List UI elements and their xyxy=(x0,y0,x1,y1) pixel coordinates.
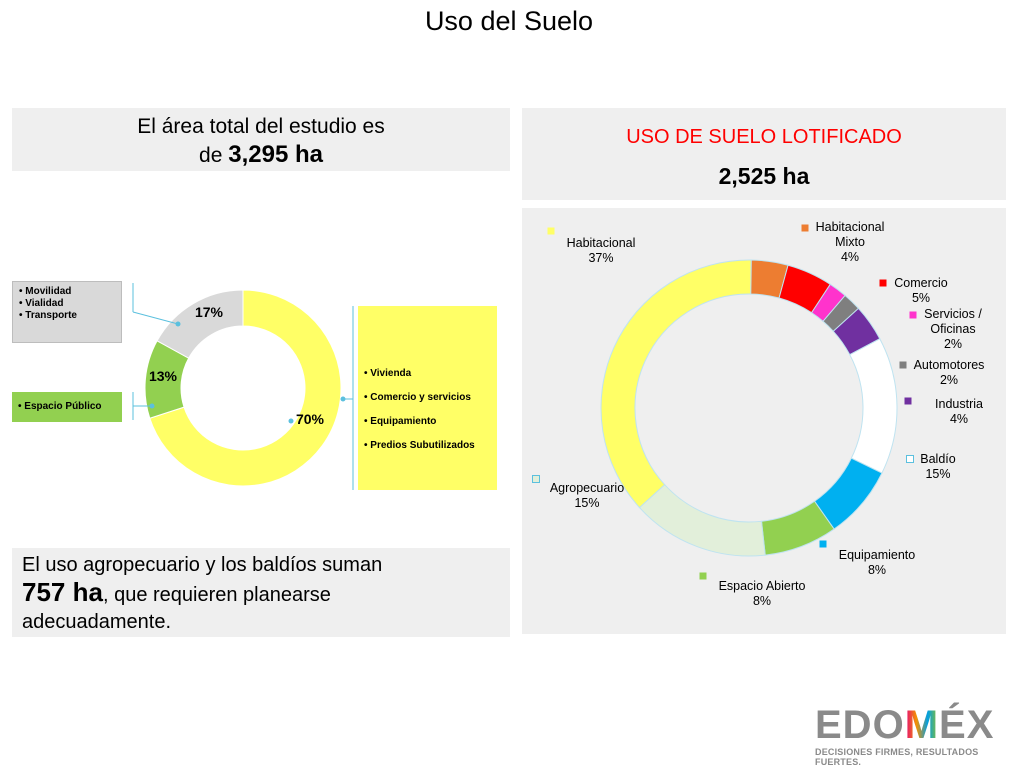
right-donut-labels: Habitacional37%HabitacionalMixto4%Comerc… xyxy=(532,220,985,608)
legend-marker-comercio xyxy=(879,279,887,287)
right-donut-slice-habitacional xyxy=(600,259,752,509)
total-area-box: El área total del estudio es de 3,295 ha xyxy=(12,108,510,171)
legend-item-espacio-publico: • Espacio Público xyxy=(18,401,102,412)
legend-marker-servicios-oficinas xyxy=(909,311,917,319)
bottom-note-box: El uso agropecuario y los baldíos suman … xyxy=(12,548,510,637)
legend-label-baldio: 15% xyxy=(925,467,950,481)
legend-label-habitacional-mixto: 4% xyxy=(841,250,859,264)
bottom-note-line1: El uso agropecuario y los baldíos suman xyxy=(22,554,383,576)
legend-marker-agropecuario xyxy=(532,475,540,483)
legend-label-comercio: Comercio xyxy=(894,276,948,290)
bottom-note-line2-rest: , que requieren planearse xyxy=(102,584,331,606)
right-donut-slice-baldio xyxy=(849,338,898,474)
left-donut-label-17: 17% xyxy=(195,304,224,320)
left-donut-slice-70 xyxy=(149,289,342,487)
legend-marker-equipamiento xyxy=(819,540,827,548)
legend-label-automotores: Automotores xyxy=(914,358,985,372)
movilidad-legend-box: • Movilidad • Vialidad • Transporte xyxy=(12,281,122,343)
legend-label-industria: Industria xyxy=(935,397,983,411)
legend-label-equipamiento: 8% xyxy=(868,563,886,577)
legend-marker-automotores xyxy=(899,361,907,369)
legend-marker-habitacional xyxy=(547,227,555,235)
legend-label-servicios-oficinas: Servicios / xyxy=(924,307,982,321)
legend-label-industria: 4% xyxy=(950,412,968,426)
total-area-value: 3,295 ha xyxy=(228,141,323,168)
legend-label-servicios-oficinas: 2% xyxy=(944,337,962,351)
legend-item-equipamiento: • Equipamiento xyxy=(364,416,437,427)
bottom-note-value: 757 ha xyxy=(22,577,103,607)
legend-marker-baldio xyxy=(906,455,914,463)
legend-label-habitacional-mixto: Mixto xyxy=(835,235,865,249)
legend-label-agropecuario: 15% xyxy=(574,496,599,510)
bottom-note-line2: 757 ha, que requieren planearse xyxy=(22,579,500,609)
legend-label-habitacional: 37% xyxy=(588,251,613,265)
logo-tagline: DECISIONES FIRMES, RESULTADOS FUERTES. xyxy=(815,747,979,767)
legend-item-transporte: • Transporte xyxy=(19,310,77,321)
legend-item-comercio-servicios: • Comercio y servicios xyxy=(364,392,471,403)
legend-item-predios: • Predios Subutilizados xyxy=(364,440,475,451)
left-connectors xyxy=(132,283,354,490)
legend-item-movilidad: • Movilidad xyxy=(19,286,72,297)
left-donut-label-70: 70% xyxy=(296,411,325,427)
right-donut-chart xyxy=(600,259,898,557)
legend-label-espacio-abierto: Espacio Abierto xyxy=(719,579,806,593)
legend-marker-espacio-abierto xyxy=(699,572,707,580)
right-donut-slice-agropecuario xyxy=(638,484,766,557)
legend-label-espacio-abierto: 8% xyxy=(753,594,771,608)
legend-label-agropecuario: Agropecuario xyxy=(550,481,624,495)
legend-item-vivienda: • Vivienda xyxy=(364,368,412,379)
logo-wordmark: EDOMÉX xyxy=(815,705,1011,745)
legend-label-automotores: 2% xyxy=(940,373,958,387)
legend-label-servicios-oficinas: Oficinas xyxy=(930,322,975,336)
left-donut-chart: 70% 13% 17% xyxy=(144,289,342,487)
legend-label-baldio: Baldío xyxy=(920,452,955,466)
page-title: Uso del Suelo xyxy=(424,6,594,36)
left-donut-label-13: 13% xyxy=(149,368,178,384)
legend-marker-habitacional-mixto xyxy=(801,224,809,232)
espacio-publico-legend-box: • Espacio Público xyxy=(12,392,122,422)
edomex-logo: EDOMÉX DECISIONES FIRMES, RESULTADOS FUE… xyxy=(815,705,1011,767)
legend-label-equipamiento: Equipamiento xyxy=(839,548,915,562)
legend-label-habitacional: Habitacional xyxy=(567,236,636,250)
lotificado-value: 2,525 ha xyxy=(718,163,810,189)
lotificado-box: USO DE SUELO LOTIFICADO 2,525 ha xyxy=(522,108,1006,200)
legend-label-comercio: 5% xyxy=(912,291,930,305)
legend-item-vialidad: • Vialidad xyxy=(19,298,64,309)
lotificado-title: USO DE SUELO LOTIFICADO xyxy=(626,126,902,148)
legend-marker-industria xyxy=(904,397,912,405)
logo-text-edo: EDO xyxy=(815,703,905,747)
bottom-note-line3: adecuadamente. xyxy=(22,611,172,633)
vivienda-legend-box: • Vivienda • Comercio y servicios • Equi… xyxy=(358,306,497,490)
total-area-line1: El área total del estudio es xyxy=(137,115,385,138)
legend-label-habitacional-mixto: Habitacional xyxy=(816,220,885,234)
total-area-prefix: de xyxy=(199,144,223,167)
total-area-line2: de 3,295 ha xyxy=(12,141,510,170)
logo-text-ex: ÉX xyxy=(939,703,995,747)
logo-m: M xyxy=(904,703,940,747)
left-donut-slice-17 xyxy=(156,289,244,359)
